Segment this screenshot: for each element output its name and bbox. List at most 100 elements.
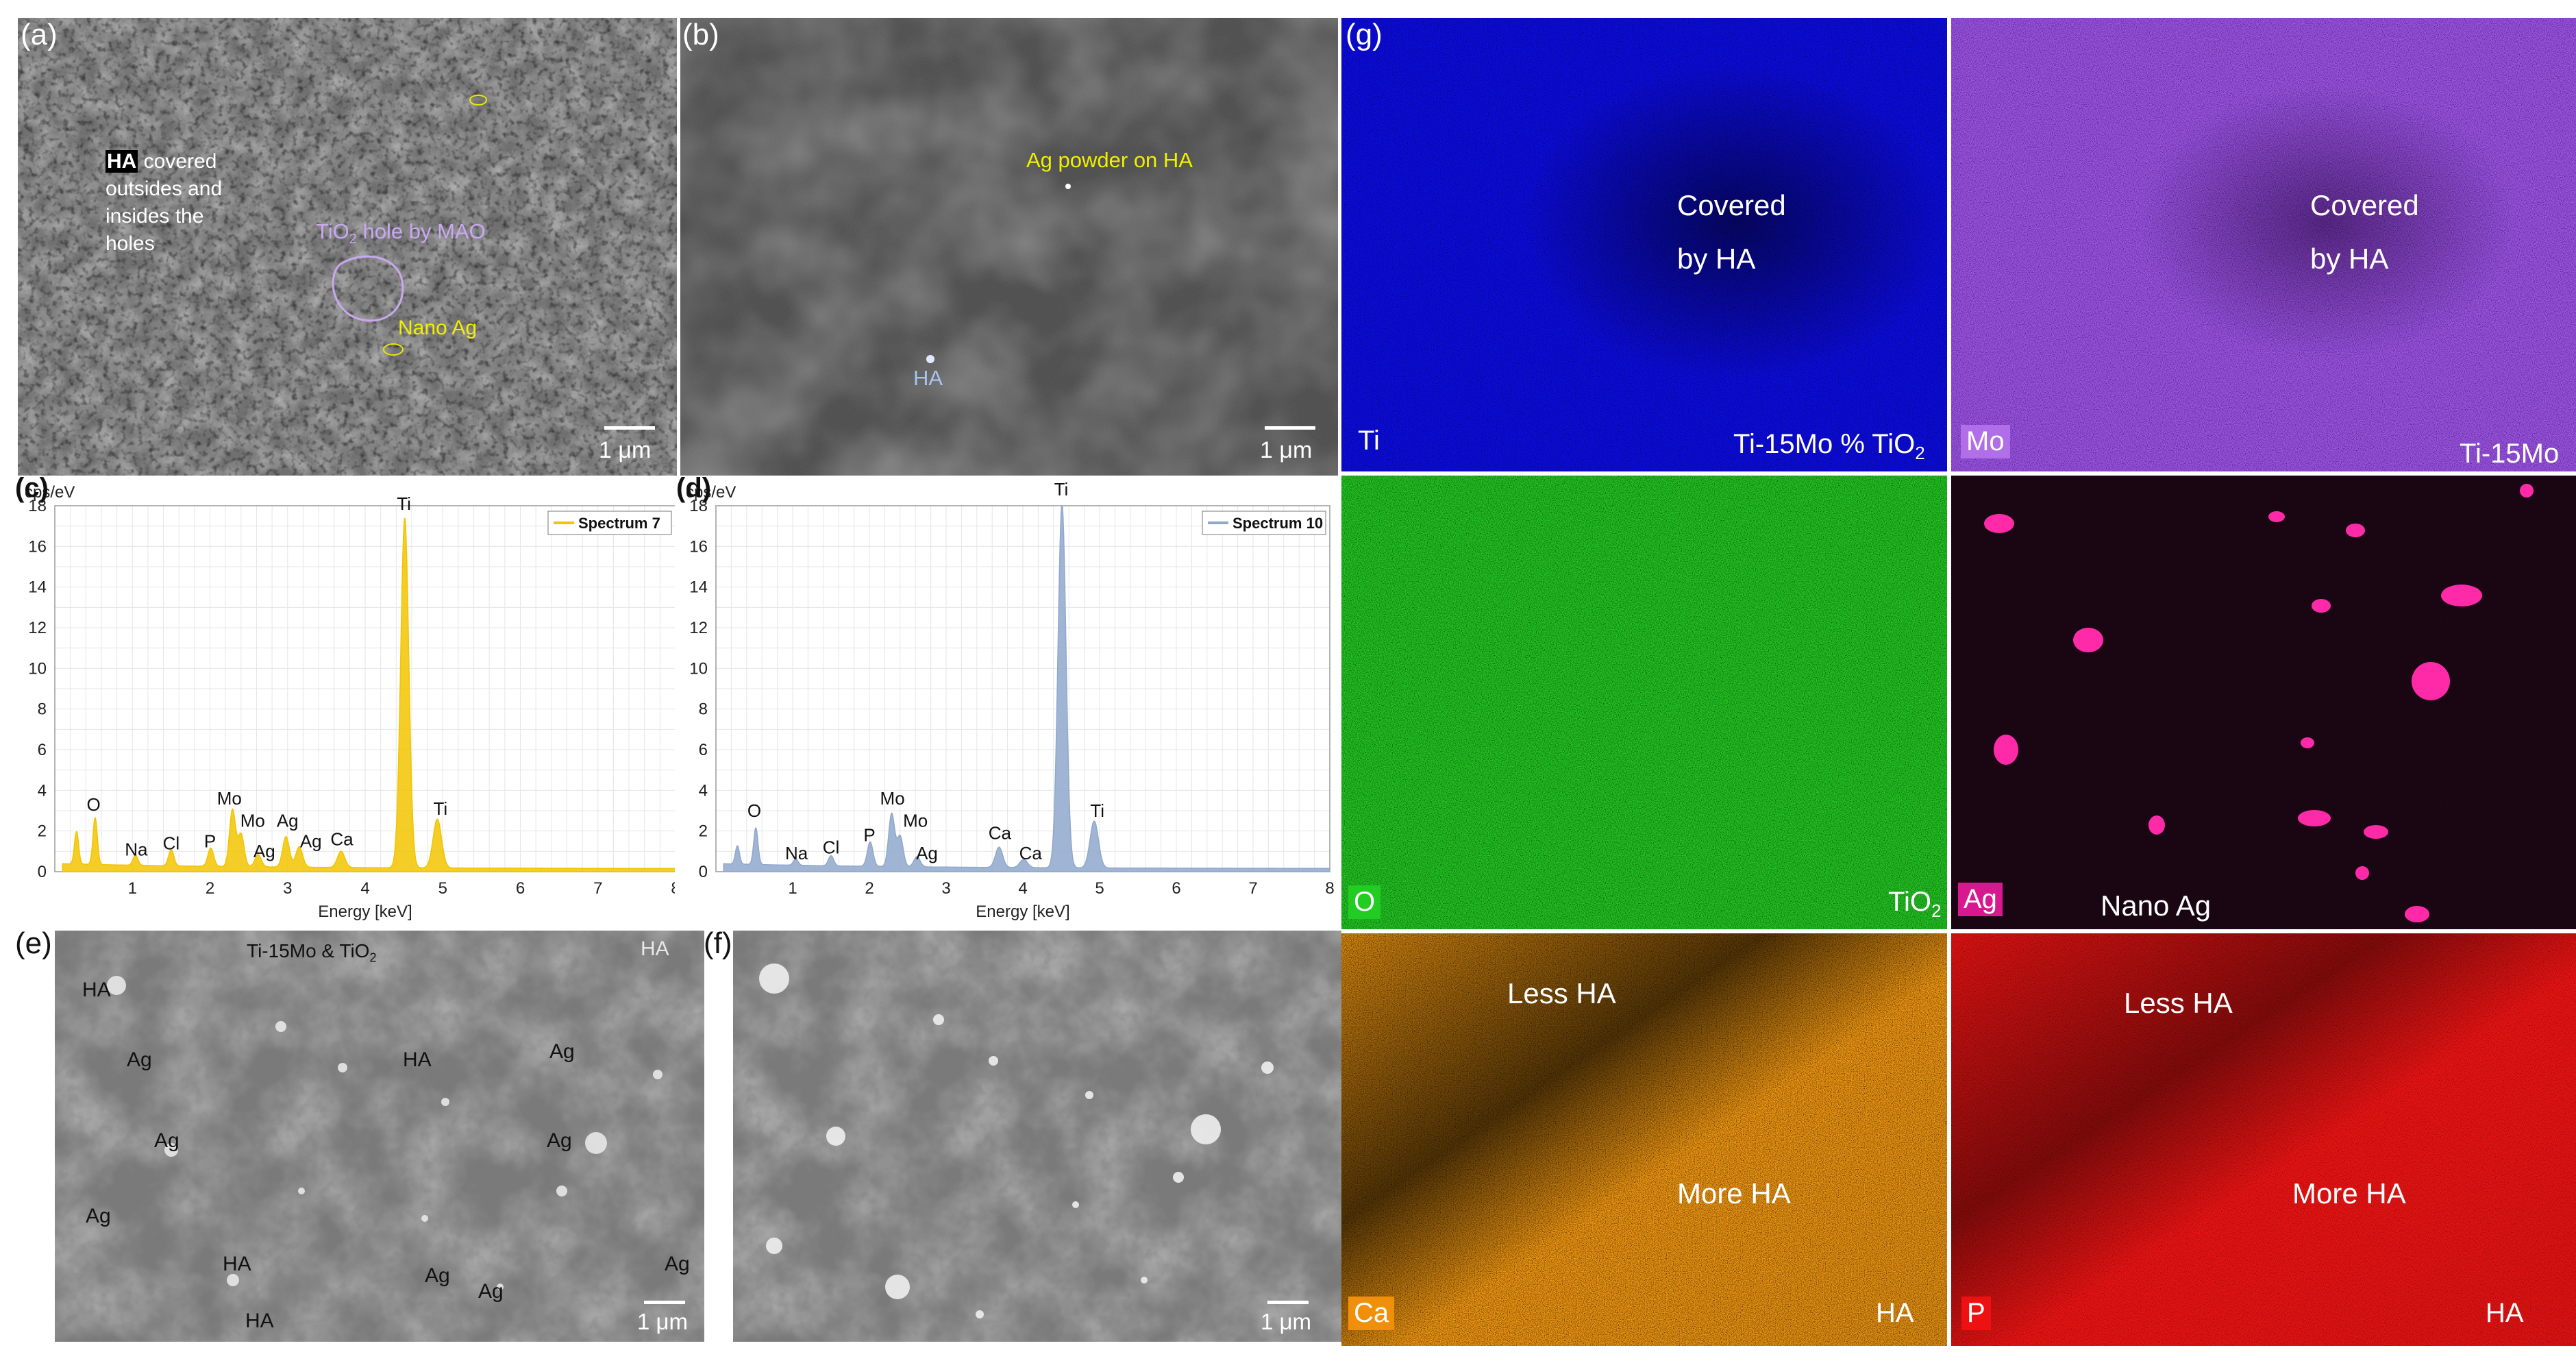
map-ti-note2: by HA bbox=[1677, 243, 1756, 275]
ag-particles-e bbox=[107, 976, 662, 1290]
ag-powder-point bbox=[1065, 184, 1071, 189]
spec-c-xtick: 2 bbox=[206, 879, 214, 898]
spec-d-ytick: 4 bbox=[699, 781, 708, 800]
e-label-3: HA bbox=[403, 1048, 432, 1071]
ha-covered-text: HA covered outsides and insides the hole… bbox=[106, 148, 222, 258]
map-o-corner-main: TiO bbox=[1888, 887, 1931, 917]
ha-bold-label: HA bbox=[106, 150, 138, 173]
scale-bar-a bbox=[604, 426, 655, 430]
e-label-4: Ag bbox=[549, 1040, 575, 1063]
scale-label-f: 1 μm bbox=[1261, 1309, 1312, 1334]
ha-covered-line2: outsides and bbox=[106, 177, 223, 200]
panel-e-ha-topright: HA bbox=[641, 937, 669, 960]
map-ag-note: Nano Ag bbox=[2101, 889, 2212, 922]
e-label-8: HA bbox=[223, 1253, 251, 1275]
panel-label-f: (f) bbox=[704, 926, 732, 960]
spec-c-peak-label: Ag bbox=[253, 841, 275, 861]
eds-map-o-texture bbox=[1341, 476, 1947, 929]
map-o-element: O bbox=[1348, 885, 1381, 919]
map-mo-note1: Covered bbox=[2310, 189, 2419, 221]
spec-d-ytick: 14 bbox=[689, 578, 708, 597]
scale-label-e: 1 μm bbox=[637, 1309, 689, 1334]
spec-c-xtick: 1 bbox=[128, 879, 137, 898]
eds-map-ca-texture bbox=[1341, 933, 1947, 1346]
eds-map-ti-texture bbox=[1341, 18, 1947, 471]
ag-clusters bbox=[1984, 484, 2534, 922]
e-label-12: Ag bbox=[665, 1253, 690, 1275]
spec-c-xtick: 5 bbox=[438, 879, 447, 898]
spec-c-peak-label: Mo bbox=[217, 788, 242, 809]
eds-map-o bbox=[1341, 476, 1947, 929]
panel-e-sem-image: Ti-15Mo & TiO2 HA HA Ag HA Ag Ag Ag Ag H… bbox=[55, 931, 704, 1342]
panel-label-c: (c) bbox=[15, 473, 49, 503]
panel-e-texture bbox=[55, 931, 704, 1342]
spec-c-xtick: 7 bbox=[593, 879, 602, 898]
map-p-more: More HA bbox=[2292, 1177, 2406, 1209]
tio2-hole-outline bbox=[332, 255, 404, 322]
map-ti-note1: Covered bbox=[1677, 189, 1786, 221]
map-p-less: Less HA bbox=[2124, 987, 2233, 1019]
spec-d-peak-label: Na bbox=[785, 843, 808, 863]
panel-label-d: (d) bbox=[676, 473, 712, 503]
spec-c-peak-label: P bbox=[204, 831, 216, 851]
ha-point bbox=[926, 355, 934, 363]
eds-map-mo bbox=[1951, 18, 2576, 471]
spec-c-xtick: 4 bbox=[360, 879, 369, 898]
map-ti-corner-sub: 2 bbox=[1915, 443, 1925, 463]
scale-bar-e bbox=[644, 1301, 685, 1304]
panel-b-sem-image: Ag powder on HA HA 1 μm bbox=[680, 18, 1338, 476]
map-p-element: P bbox=[1961, 1297, 1991, 1330]
panel-f-sem-image: 1 μm bbox=[733, 931, 1343, 1342]
spec-d-ytick: 12 bbox=[689, 619, 708, 637]
spec-c-ytick: 4 bbox=[38, 781, 47, 800]
spec-c-legend-text: Spectrum 7 bbox=[578, 515, 660, 532]
spec-c-peak-label: Ag bbox=[277, 811, 299, 831]
spec-d-xtick: 7 bbox=[1248, 879, 1257, 898]
tio2-hole-label: TiO2 hole by MAO bbox=[316, 219, 486, 247]
spec-d-xtick: 4 bbox=[1018, 879, 1027, 898]
map-p-corner: HA bbox=[2486, 1298, 2524, 1328]
map-ca-element: Ca bbox=[1348, 1297, 1395, 1330]
spec-d-xlabel: Energy [keV] bbox=[976, 902, 1069, 921]
eds-map-ti bbox=[1341, 18, 1947, 471]
panel-label-b: (b) bbox=[682, 18, 719, 51]
spec-d-peak-label: P bbox=[863, 825, 875, 846]
spec-c-peak-label: Na bbox=[125, 839, 148, 859]
spec-c-ytick: 6 bbox=[38, 741, 47, 759]
spec-c-series bbox=[62, 517, 676, 872]
spec-c-peak-label: Cl bbox=[163, 833, 180, 853]
panel-label-a: (a) bbox=[21, 18, 58, 51]
spec-d-legend-text: Spectrum 10 bbox=[1233, 515, 1323, 532]
spec-d-ytick: 6 bbox=[699, 741, 708, 759]
spec-d-ytick: 0 bbox=[699, 863, 708, 881]
spec-c-xtick: 6 bbox=[516, 879, 525, 898]
scale-bar-b bbox=[1265, 426, 1315, 430]
nano-ag-label: Nano Ag bbox=[398, 317, 478, 339]
e-label-9: Ag bbox=[425, 1264, 450, 1287]
map-ca-corner: HA bbox=[1876, 1298, 1914, 1328]
map-ti-corner-main: Ti-15Mo % TiO bbox=[1733, 429, 1916, 459]
map-o-corner: TiO2 bbox=[1888, 887, 1941, 922]
spec-d-ytick: 18 bbox=[689, 497, 708, 515]
eds-maps-grid: (g) Ti Covered by HA Ti-15Mo % TiO2 Mo C… bbox=[1341, 18, 2576, 1346]
spec-c-ytick: 12 bbox=[28, 619, 47, 637]
map-o-corner-sub: 2 bbox=[1931, 900, 1942, 921]
scale-bar-f bbox=[1267, 1301, 1309, 1304]
tio2-hole-label-sub: 2 bbox=[349, 232, 357, 247]
spec-d-ytick: 2 bbox=[699, 822, 708, 841]
scale-label-b: 1 μm bbox=[1260, 437, 1313, 463]
spec-d-peak-label: Ca bbox=[989, 823, 1012, 844]
spec-d-xtick: 1 bbox=[788, 879, 797, 898]
map-mo-note2: by HA bbox=[2310, 243, 2389, 275]
ha-covered-line4: holes bbox=[106, 232, 155, 255]
spec-c-ytick: 2 bbox=[38, 822, 47, 841]
spec-d-xtick: 8 bbox=[1325, 879, 1334, 898]
ha-label-b: HA bbox=[913, 366, 943, 390]
spec-c-peak-label: Ag bbox=[300, 831, 322, 851]
map-ti-element: Ti bbox=[1358, 426, 1380, 456]
ha-covered-line3: insides the bbox=[106, 205, 204, 228]
spec-c-peak-label: Ti bbox=[434, 798, 448, 819]
spec-d-ylabel: cps/eV bbox=[686, 483, 736, 502]
